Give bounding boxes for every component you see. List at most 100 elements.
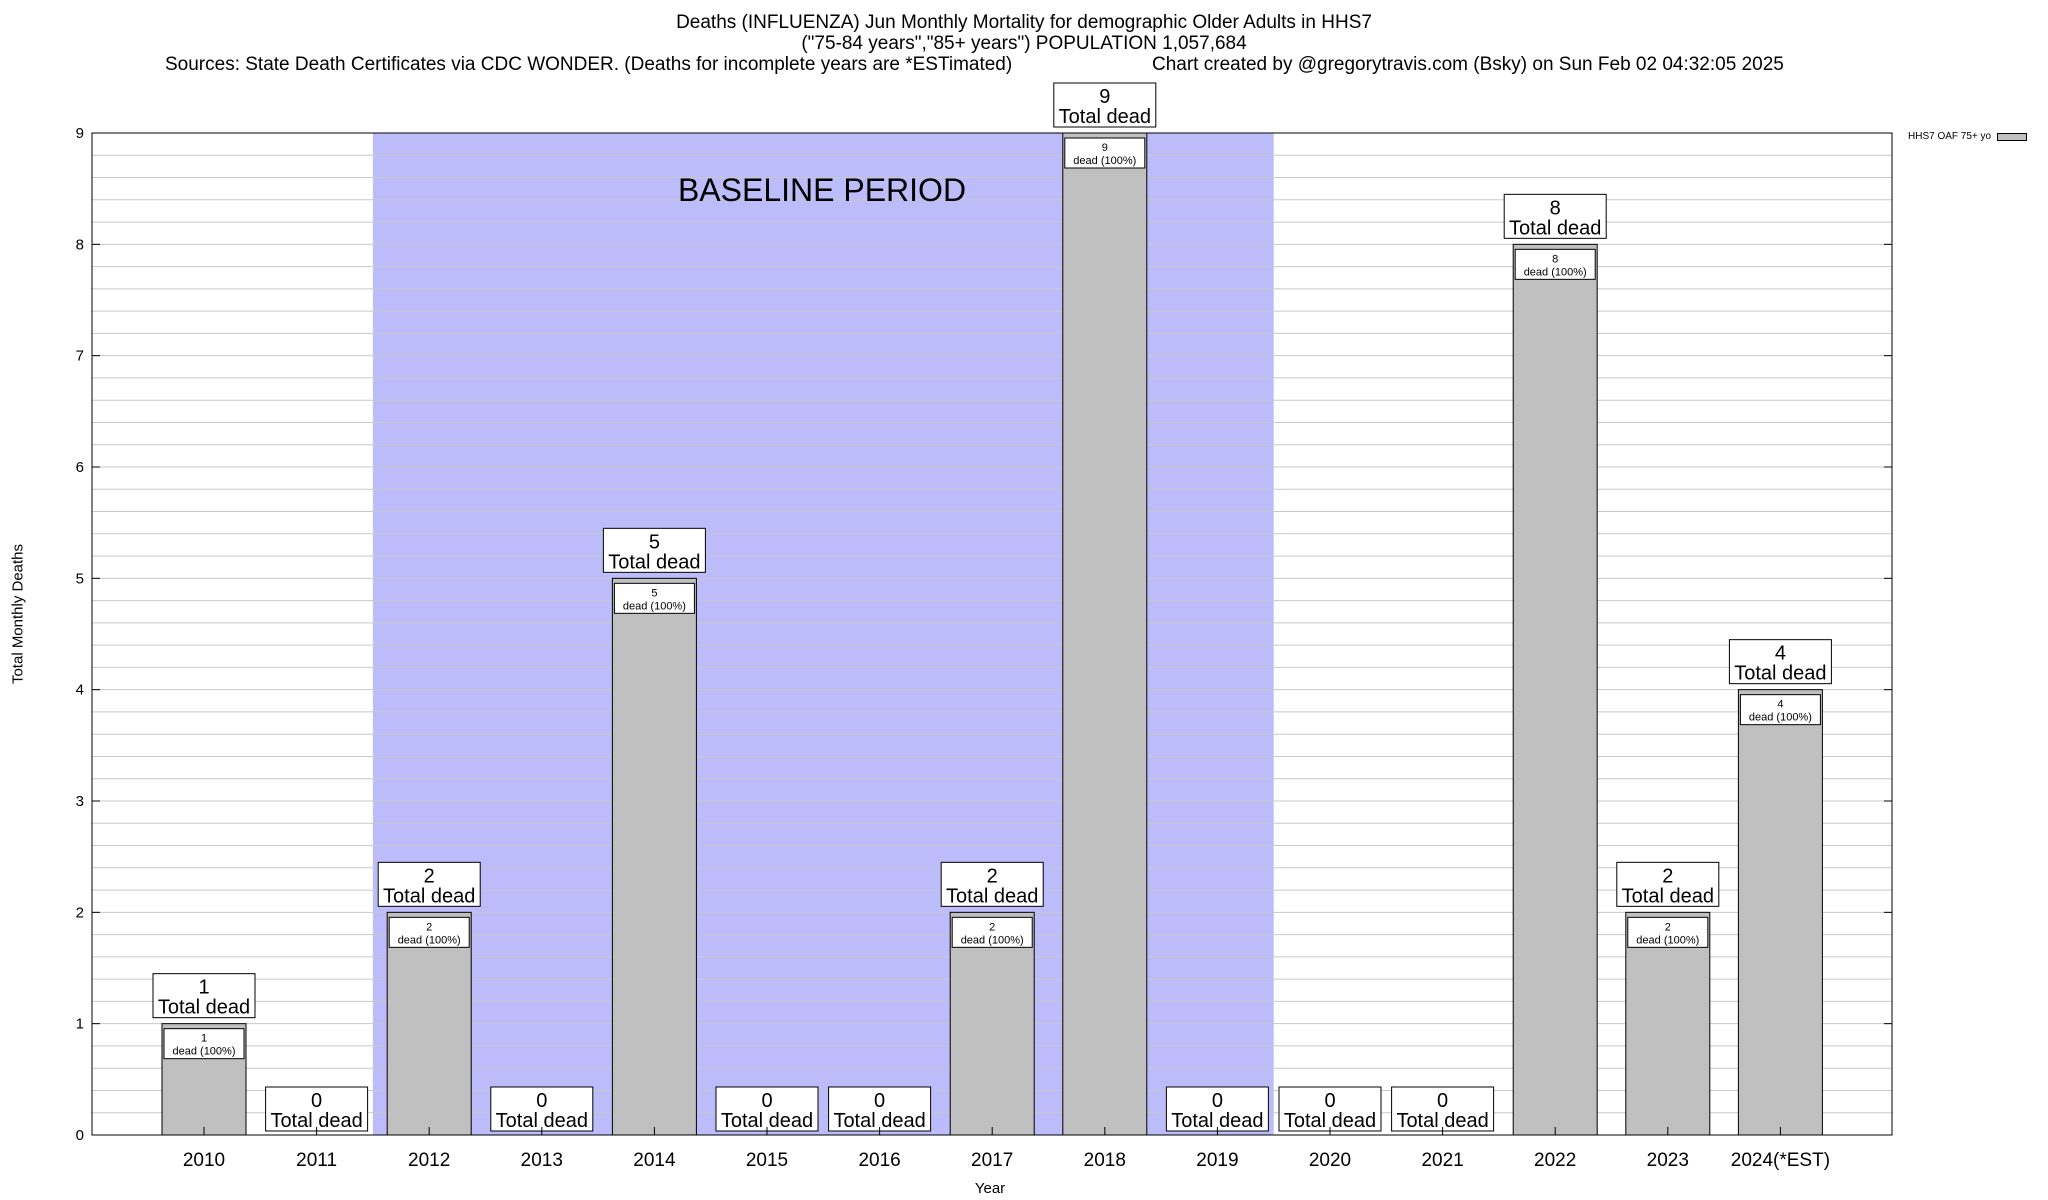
total-label-box (1503, 193, 1607, 239)
total-label-value: 0 (761, 1090, 772, 1112)
chart-title: Deaths (INFLUENZA) Jun Monthly Mortality… (676, 12, 1372, 33)
total-label-value: 2 (987, 865, 998, 887)
bar (386, 911, 472, 1136)
bar-inner-label-box (163, 1028, 245, 1060)
y-tick-label: 7 (76, 348, 84, 365)
bar (611, 577, 697, 1136)
total-label-box (1391, 1086, 1495, 1132)
total-label-value: 4 (1775, 643, 1786, 665)
total-label-text: Total dead (496, 1110, 588, 1132)
bar-inner-value: 2 (989, 921, 995, 933)
total-label-box (715, 1086, 819, 1132)
total-label-text: Total dead (721, 1110, 813, 1132)
y-tick-label: 3 (76, 793, 84, 810)
total-label-value: 0 (536, 1090, 547, 1112)
chart-subtitle: ("75-84 years","85+ years") POPULATION 1… (801, 33, 1247, 54)
total-label-box (1053, 82, 1157, 128)
x-tick-label: 2023 (1647, 1150, 1689, 1171)
x-tick-label: 2024(*EST) (1731, 1150, 1830, 1171)
x-tick-label: 2011 (296, 1150, 337, 1171)
bar-inner-label-box (1739, 694, 1821, 726)
legend: HHS7 OAF 75+ yo (1908, 131, 2028, 142)
legend-swatch (1997, 132, 2028, 141)
x-tick-label: 2022 (1534, 1150, 1576, 1171)
total-label-text: Total dead (1509, 217, 1601, 239)
bar-inner-value: 9 (1102, 142, 1108, 154)
total-label-value: 0 (1324, 1090, 1335, 1112)
bar-inner-label-box (1064, 137, 1146, 169)
total-label-text: Total dead (383, 885, 475, 907)
total-label-text: Total dead (1171, 1110, 1263, 1132)
bar-inner-value: 8 (1552, 253, 1558, 265)
x-tick-label: 2018 (1084, 1150, 1126, 1171)
y-tick-label: 0 (76, 1127, 84, 1144)
total-label-value: 0 (311, 1090, 322, 1112)
total-label-value: 9 (1099, 86, 1110, 108)
total-label-box (1278, 1086, 1382, 1132)
total-label-value: 0 (874, 1090, 885, 1112)
total-label-text: Total dead (158, 997, 250, 1019)
total-label-box (1616, 861, 1720, 907)
legend-label: HHS7 OAF 75+ yo (1908, 131, 1992, 142)
bar-inner-pct: dead (100%) (1073, 155, 1136, 167)
y-tick-label: 8 (76, 236, 84, 253)
bar-inner-pct: dead (100%) (623, 600, 686, 612)
total-label-box (265, 1086, 369, 1132)
total-label-value: 1 (198, 977, 209, 999)
x-tick-label: 2012 (408, 1150, 450, 1171)
plot-border (91, 132, 1893, 1136)
total-label-box (940, 861, 1044, 907)
baseline-period-label: BASELINE PERIOD (677, 172, 967, 208)
bar (949, 911, 1035, 1136)
bar (1625, 911, 1711, 1136)
total-label-value: 5 (649, 531, 660, 553)
total-label-value: 0 (1437, 1090, 1448, 1112)
total-label-value: 2 (424, 865, 435, 887)
x-tick-label: 2015 (746, 1150, 788, 1171)
bar (1737, 689, 1823, 1136)
total-label-text: Total dead (608, 551, 700, 573)
bar-inner-value: 4 (1777, 699, 1783, 711)
bar-inner-value: 2 (1665, 921, 1671, 933)
total-label-value: 0 (1212, 1090, 1223, 1112)
total-label-value: 8 (1550, 197, 1561, 219)
bar-inner-label-box (951, 916, 1033, 948)
y-tick-label: 6 (76, 459, 84, 476)
bar-inner-pct: dead (100%) (1749, 712, 1812, 724)
bar-inner-pct: dead (100%) (1636, 934, 1699, 946)
y-tick-label: 2 (76, 904, 84, 921)
bar-inner-pct: dead (100%) (398, 934, 461, 946)
y-axis-label: Total Monthly Deaths (9, 543, 27, 685)
bar-inner-value: 5 (651, 587, 657, 599)
x-tick-label: 2021 (1421, 1150, 1463, 1171)
x-tick-label: 2020 (1309, 1150, 1351, 1171)
total-label-box (1728, 639, 1832, 685)
bar-inner-label-box (1514, 248, 1596, 280)
bar-inner-value: 1 (201, 1033, 207, 1045)
total-label-value: 2 (1662, 865, 1673, 887)
bar-inner-label-box (1627, 916, 1709, 948)
y-tick-label: 9 (76, 125, 84, 142)
total-label-text: Total dead (1396, 1110, 1488, 1132)
total-label-text: Total dead (1284, 1110, 1376, 1132)
x-tick-label: 2010 (183, 1150, 225, 1171)
x-tick-label: 2013 (521, 1150, 563, 1171)
x-tick-label: 2014 (633, 1150, 676, 1171)
bar (1512, 243, 1598, 1136)
x-tick-label: 2016 (858, 1150, 900, 1171)
bar-inner-value: 2 (426, 921, 432, 933)
x-axis-label: Year (974, 1180, 1006, 1197)
total-label-box (490, 1086, 594, 1132)
bar-inner-label-box (388, 916, 470, 948)
total-label-text: Total dead (1622, 885, 1714, 907)
sources-note: Sources: State Death Certificates via CD… (165, 54, 1013, 75)
total-label-text: Total dead (946, 885, 1038, 907)
credit-note: Chart created by @gregorytravis.com (Bsk… (1152, 54, 1784, 75)
x-tick-label: 2017 (971, 1150, 1013, 1171)
total-label-text: Total dead (1734, 663, 1826, 685)
total-label-box (377, 861, 481, 907)
bar (1062, 132, 1148, 1136)
total-label-text: Total dead (1059, 106, 1151, 128)
total-label-box (602, 527, 706, 573)
